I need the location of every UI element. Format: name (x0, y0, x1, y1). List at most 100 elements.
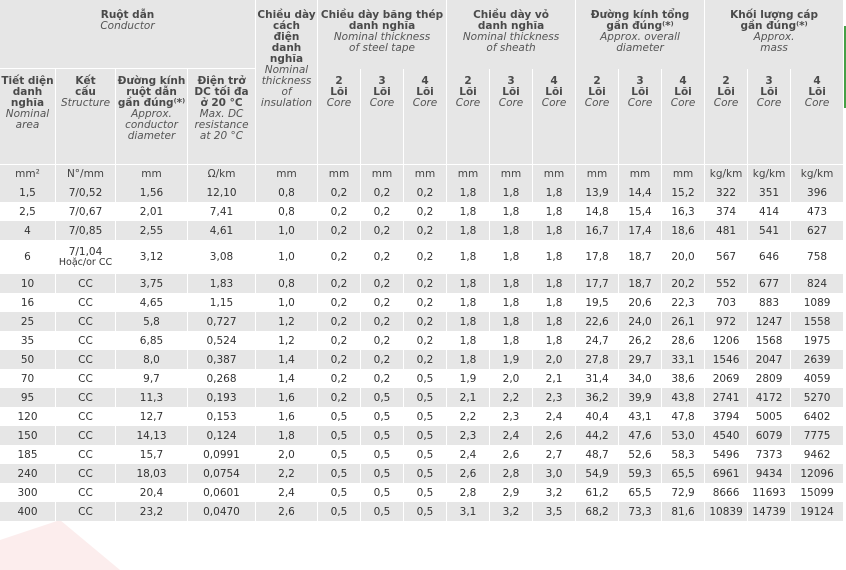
overall-diameter-header: Đường kính tổng gần đúng⁽*⁾ Approx. over… (576, 0, 706, 69)
table-cell: 95 (0, 388, 56, 407)
table-cell: 1,5 (0, 183, 56, 202)
table-cell: 2,1 (447, 388, 491, 407)
table-cell: 2,8 (447, 483, 491, 502)
table-cell: CC (56, 426, 116, 445)
table-cell: 9462 (791, 445, 845, 464)
table-cell: 33,1 (662, 350, 706, 369)
structure-value: 7/1,04 (68, 246, 103, 258)
table-cell: 2,6 (447, 464, 491, 483)
table-cell: 2,3 (447, 426, 491, 445)
table-cell: CC (56, 350, 116, 369)
table-cell: 18,7 (619, 240, 663, 274)
table-cell: 28,6 (662, 331, 706, 350)
unit-cell: mm (447, 164, 491, 183)
table-cell: 1,8 (533, 312, 577, 331)
table-cell: 2069 (705, 369, 749, 388)
table-cell: 50 (0, 350, 56, 369)
table-row: 240 CC 18,03 0,0754 2,2 0,5 0,5 0,5 2,6 2,8 3,0 54,… (0, 464, 845, 483)
table-cell: 2,4 (256, 483, 318, 502)
unit-cell: mm (533, 164, 577, 183)
table-cell: 2,2 (490, 388, 534, 407)
table-cell: 2,8 (490, 464, 534, 483)
table-cell: 53,0 (662, 426, 706, 445)
table-cell: 2,1 (533, 369, 577, 388)
table-cell: 7/0,67 (56, 202, 116, 221)
table-cell: 4172 (748, 388, 792, 407)
table-cell: 1,2 (256, 312, 318, 331)
table-cell: 1,8 (447, 202, 491, 221)
table-cell: 10839 (705, 502, 749, 521)
table-cell: 15,7 (116, 445, 188, 464)
table-cell: 0,0754 (188, 464, 256, 483)
units-row: mm² N°/mm mm Ω/km mm mm mm mm mm mm mm mm mm mm kg/km k… (0, 164, 845, 183)
table-cell: 0,727 (188, 312, 256, 331)
table-cell: 61,2 (576, 483, 620, 502)
table-cell: 481 (705, 221, 749, 240)
table-cell: 2,0 (533, 350, 577, 369)
table-cell: 0,2 (404, 312, 448, 331)
table-cell: 31,4 (576, 369, 620, 388)
table-cell: 351 (748, 183, 792, 202)
table-cell: 0,153 (188, 407, 256, 426)
table-cell: 0,124 (188, 426, 256, 445)
table-cell: 0,2 (318, 240, 361, 274)
table-cell: 2,3 (490, 407, 534, 426)
table-cell: 240 (0, 464, 56, 483)
table-cell: 0,5 (361, 464, 404, 483)
table-cell: 1,8 (447, 240, 491, 274)
table-cell: 0,2 (361, 350, 404, 369)
table-cell: 0,2 (361, 240, 404, 274)
table-cell: 120 (0, 407, 56, 426)
table-cell: 0,2 (404, 183, 448, 202)
table-cell: CC (56, 331, 116, 350)
table-cell: 0,5 (404, 445, 448, 464)
unit-cell: Ω/km (188, 164, 256, 183)
table-cell: 0,5 (318, 407, 361, 426)
unit-cell: mm (256, 164, 318, 183)
table-cell: 18,03 (116, 464, 188, 483)
table-row: 2,5 7/0,67 2,01 7,41 0,8 0,2 0,2 0,2 1,8 1,8 1,8 14… (0, 202, 845, 221)
unit-cell: kg/km (705, 164, 749, 183)
table-cell: 16,7 (576, 221, 620, 240)
table-cell: 12,7 (116, 407, 188, 426)
table-cell: 11693 (748, 483, 792, 502)
table-cell: 2,6 (490, 445, 534, 464)
table-cell: 38,6 (662, 369, 706, 388)
table-cell: 758 (791, 240, 845, 274)
table-cell: 1,8 (490, 274, 534, 293)
unit-cell: kg/km (748, 164, 792, 183)
table-cell: 1,8 (490, 202, 534, 221)
table-cell: 1,0 (256, 240, 318, 274)
table-cell: 27,8 (576, 350, 620, 369)
table-cell: 29,7 (619, 350, 663, 369)
table-row: 10 CC 3,75 1,83 0,8 0,2 0,2 0,2 1,8 1,8 1,8 17,7 18,… (0, 274, 845, 293)
table-cell: CC (56, 502, 116, 521)
table-cell: 0,8 (256, 202, 318, 221)
table-cell: 8,0 (116, 350, 188, 369)
conductor-diameter-header: Đường kính ruột dẫn gần đúng⁽*⁾ Approx. … (116, 69, 188, 164)
table-cell: 1558 (791, 312, 845, 331)
table-cell: 1,8 (447, 221, 491, 240)
table-cell: 4,65 (116, 293, 188, 312)
table-cell: 3,1 (447, 502, 491, 521)
table-cell: 7/0,85 (56, 221, 116, 240)
table-cell: 2,5 (0, 202, 56, 221)
core-header-steel-3: 3 Lõi Core (361, 69, 404, 164)
table-cell: 72,9 (662, 483, 706, 502)
table-cell: 0,5 (361, 407, 404, 426)
table-cell: 2,2 (447, 407, 491, 426)
table-cell: CC (56, 293, 116, 312)
table-cell: 0,5 (404, 407, 448, 426)
table-cell: 1,8 (533, 183, 577, 202)
table-cell: 0,2 (318, 293, 361, 312)
steel-tape-header: Chiều dày băng thép danh nghĩa Nominal t… (318, 0, 448, 69)
unit-cell: mm (116, 164, 188, 183)
table-cell: 0,0991 (188, 445, 256, 464)
table-cell: 0,2 (404, 202, 448, 221)
table-cell: 0,5 (361, 502, 404, 521)
table-cell: 2,7 (533, 445, 577, 464)
table-cell: 374 (705, 202, 749, 221)
table-cell: 17,7 (576, 274, 620, 293)
table-cell: CC (56, 369, 116, 388)
table-cell: 0,2 (404, 293, 448, 312)
